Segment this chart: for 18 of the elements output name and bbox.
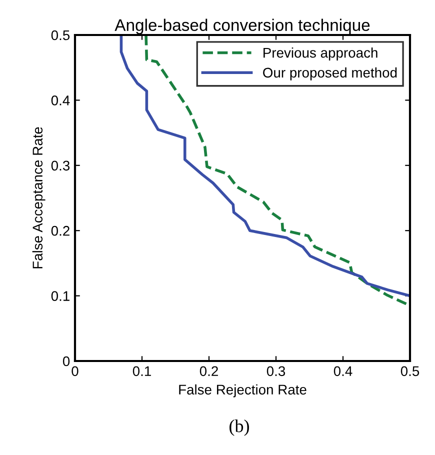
legend-label: Previous approach [264,48,378,60]
x-tick-label: 0.4 [334,366,352,376]
y-axis-title: False Acceptance Rate [32,127,46,268]
y-tick-label: 0.2 [51,226,70,236]
y-tick-label: 0.1 [51,291,70,301]
y-tick-label: 0.4 [51,96,70,106]
y-tick-label: 0.5 [51,30,70,40]
x-tick-label: 0.5 [400,366,420,376]
x-tick-label: 0.2 [200,366,218,376]
y-tick-label: 0.3 [51,160,70,171]
x-tick-label: 0.3 [266,366,286,376]
x-tick-label: 0.1 [132,366,151,376]
x-axis-title: False Rejection Rate [179,384,306,398]
legend-label: Our proposed method [263,67,397,80]
text: (b) [230,420,249,436]
chart-title: Angle-based conversion technique [114,18,370,34]
x-tick-label: 0 [72,366,78,376]
y-tick-label: 0 [62,356,70,366]
